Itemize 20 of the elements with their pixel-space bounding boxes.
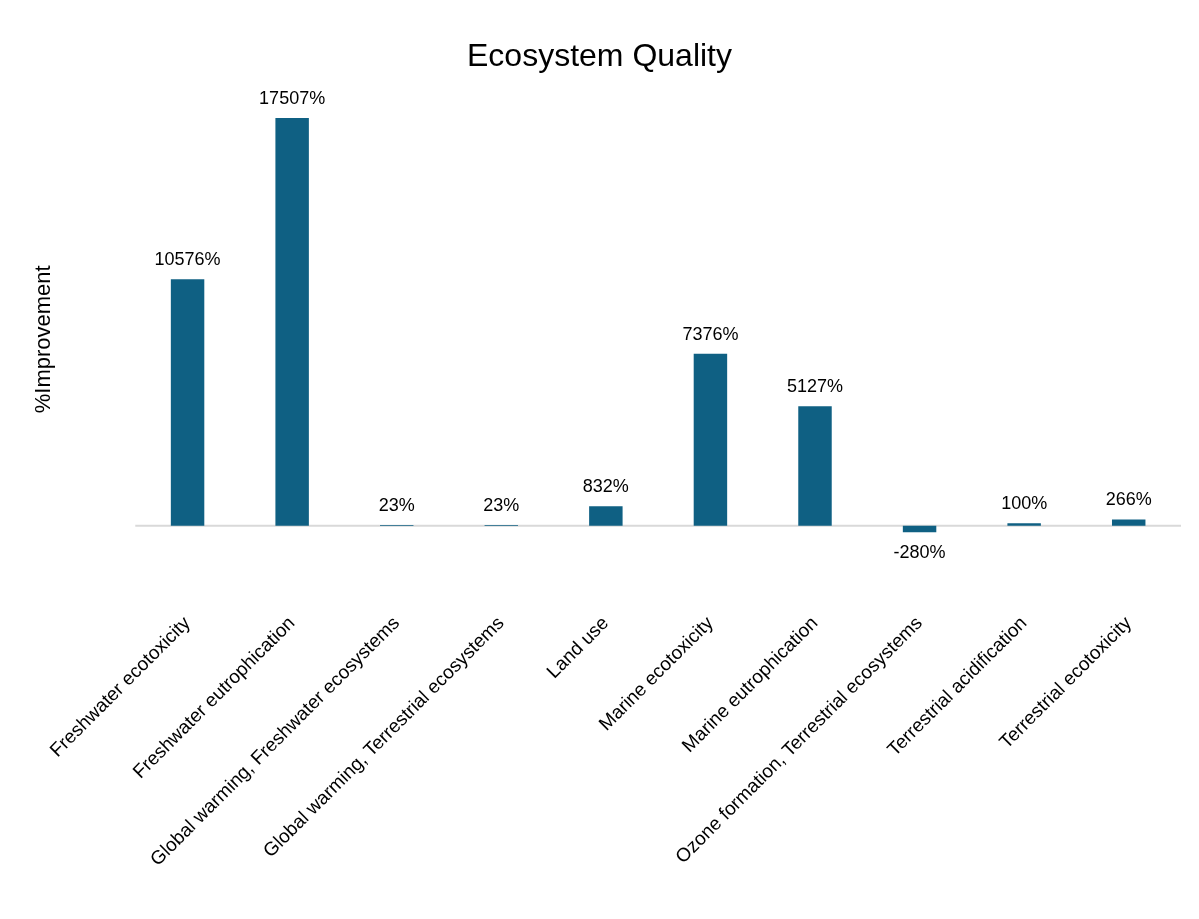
data-label: 100% bbox=[1001, 493, 1048, 514]
data-label: 23% bbox=[378, 495, 415, 516]
bar bbox=[798, 406, 832, 526]
bar bbox=[170, 279, 205, 526]
bar bbox=[275, 117, 309, 526]
data-label: 10576% bbox=[154, 249, 221, 270]
data-label: -280% bbox=[893, 542, 946, 563]
bar bbox=[589, 506, 623, 526]
data-label: 23% bbox=[483, 495, 520, 516]
data-label: 5127% bbox=[786, 376, 844, 397]
bar bbox=[1007, 523, 1041, 526]
data-label: 266% bbox=[1105, 489, 1152, 510]
bar bbox=[902, 525, 937, 533]
data-label: 17507% bbox=[259, 87, 326, 108]
data-label: 832% bbox=[582, 476, 629, 497]
y-axis-title: %Improvement bbox=[30, 265, 56, 414]
chart-title: Ecosystem Quality bbox=[467, 37, 732, 74]
bar bbox=[693, 353, 728, 526]
bar bbox=[1111, 519, 1146, 526]
data-label: 7376% bbox=[682, 323, 739, 344]
